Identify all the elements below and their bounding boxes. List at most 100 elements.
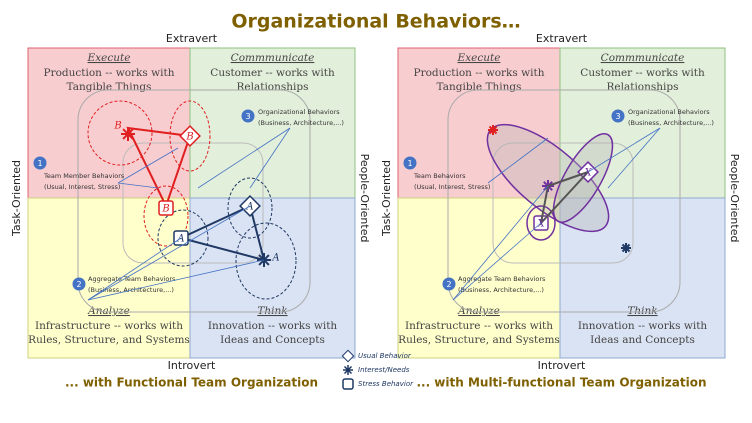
interest-marker (488, 125, 498, 135)
interest-marker (121, 127, 135, 141)
caption: ... with Functional Team Organization (65, 376, 318, 390)
note-badge (241, 109, 255, 123)
shape-label: X (583, 168, 592, 179)
legend-icon (342, 378, 354, 390)
quadrant-title: Commmunicate (601, 52, 685, 64)
frame (492, 142, 634, 264)
quadrant-text: Customer -- works with (580, 67, 705, 79)
note-title: Aggregate Team Behaviors (88, 275, 176, 283)
quadrant (397, 47, 561, 199)
shape-label: X (536, 219, 545, 230)
quadrant (27, 47, 191, 199)
team-polygon (178, 204, 266, 262)
arrow (587, 127, 661, 173)
shape-label: B (185, 132, 193, 143)
axis-label: Extravert (166, 32, 218, 45)
quadrant-title: Think (627, 305, 657, 317)
quadrant-title: Analyze (457, 305, 500, 317)
frame (77, 89, 311, 313)
quadrant (397, 197, 561, 359)
quadrant-text: Tangible Things (437, 81, 522, 93)
title: Organizational Behaviors… (231, 11, 520, 33)
note-badge (33, 156, 47, 170)
interest-marker (621, 243, 631, 253)
legend-icon (343, 365, 353, 375)
shape-label: B (161, 204, 169, 215)
quadrant-text: Rules, Structure, and Systems (398, 334, 560, 346)
arrow (87, 205, 251, 301)
axis-label: Task-Oriented (10, 160, 23, 237)
legend-label: Stress Behavior (358, 380, 414, 388)
panel: Execute Production -- works with Tangible … (10, 32, 371, 390)
quadrant-text: Relationships (236, 81, 308, 93)
arrow (117, 147, 179, 184)
note-title: Organizational Behaviors (628, 108, 710, 116)
axis-label: Task-Oriented (380, 160, 393, 237)
quadrant-text: Innovation -- works with (208, 320, 338, 332)
note-detail: (Business, Architecture,...) (458, 286, 544, 294)
note-detail: (Business, Architecture,...) (258, 119, 344, 127)
note-detail: (Business, Architecture,...) (628, 119, 714, 127)
quadrant-title: Think (257, 305, 287, 317)
note-number: 1 (407, 159, 412, 168)
note-number: 2 (446, 280, 451, 289)
axis-label: Extravert (536, 32, 588, 45)
zone (157, 209, 209, 267)
zone (169, 100, 211, 172)
note-title: Aggregate Team Behaviors (458, 275, 546, 283)
axis-label: People-Oriented (728, 154, 741, 243)
frame (447, 89, 681, 313)
quadrant-text: Ideas and Concepts (590, 334, 695, 346)
quadrant-text: Innovation -- works with (578, 320, 708, 332)
quadrant-title: Execute (87, 52, 131, 64)
zone (87, 100, 153, 166)
note-badge (442, 277, 456, 291)
stress-marker (158, 200, 174, 216)
shape-label: A (176, 234, 184, 245)
note-title: Organizational Behaviors (258, 108, 340, 116)
note-detail: (Usual, Interest, Stress) (44, 183, 120, 191)
quadrant-text: Tangible Things (67, 81, 152, 93)
arrow (607, 127, 661, 189)
quadrant-title: Commmunicate (231, 52, 315, 64)
quadrant-text: Relationships (606, 81, 678, 93)
note-title: Team Member Behaviors (43, 172, 125, 180)
zone (235, 222, 297, 300)
shape-label: A (271, 253, 279, 264)
quadrant-text: Rules, Structure, and Systems (28, 334, 190, 346)
arrow (117, 182, 159, 189)
note-title: Team Behaviors (413, 172, 466, 180)
arrow (452, 222, 542, 301)
arrow (87, 237, 182, 301)
team-polygon (539, 171, 589, 227)
note-number: 3 (245, 112, 250, 121)
arrow (87, 259, 265, 301)
note-badge (72, 277, 86, 291)
caption: ... with Multi-functional Team Organizat… (416, 376, 706, 390)
quadrant-title: Execute (457, 52, 501, 64)
note-badge (403, 156, 417, 170)
note-detail: (Usual, Interest, Stress) (414, 183, 490, 191)
arrow (487, 137, 549, 184)
quadrant-title: Analyze (87, 305, 130, 317)
quadrant-text: Customer -- works with (210, 67, 335, 79)
team-polygon (126, 126, 192, 209)
zone (227, 177, 273, 239)
note-badge (611, 109, 625, 123)
quadrant-text: Infrastructure -- works with (405, 320, 553, 332)
zone (526, 205, 556, 241)
legend-label: Usual Behavior (358, 352, 412, 360)
shape-label: B (113, 121, 121, 132)
usual-marker (179, 125, 201, 147)
shape-label: A (245, 202, 253, 213)
quadrant (559, 197, 726, 359)
arrow (249, 127, 291, 189)
arrow (197, 127, 291, 189)
panel: Execute Production -- works with Tangible … (380, 32, 741, 390)
note-number: 3 (615, 112, 620, 121)
quadrant (189, 47, 356, 199)
axis-label: People-Oriented (358, 154, 371, 243)
arrow (452, 185, 549, 301)
axis-label: Introvert (538, 359, 586, 372)
